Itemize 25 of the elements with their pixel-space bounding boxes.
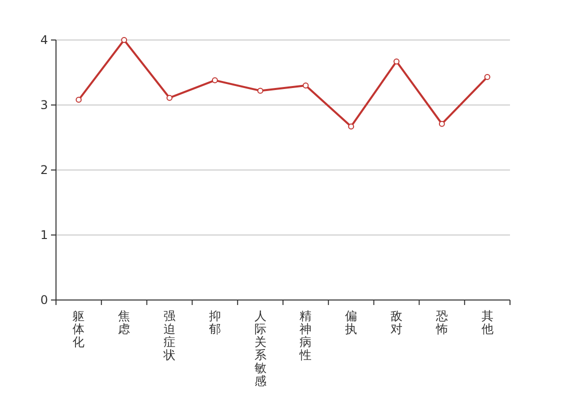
x-tick-label: 抑郁 bbox=[208, 309, 221, 336]
x-tick-label: 偏执 bbox=[345, 309, 358, 336]
point bbox=[438, 120, 445, 127]
y-tick-label: 4 bbox=[40, 33, 48, 47]
point bbox=[212, 77, 218, 84]
point bbox=[394, 58, 400, 64]
point bbox=[257, 88, 264, 94]
x-tick-label: 其他 bbox=[481, 309, 494, 336]
x-tick-label: 精神病性 bbox=[298, 309, 312, 362]
point bbox=[166, 94, 172, 101]
x-tick-label: 恐怖 bbox=[434, 309, 448, 336]
point bbox=[484, 74, 490, 80]
point bbox=[121, 37, 128, 43]
x-tick-label: 躯体化 bbox=[72, 309, 85, 349]
point bbox=[76, 96, 82, 103]
x-tick-label: 敌对 bbox=[390, 309, 402, 336]
point bbox=[348, 123, 354, 130]
x-tick-label: 强迫症状 bbox=[162, 309, 176, 362]
y-tick-label: 2 bbox=[40, 163, 48, 177]
y-tick-label: 0 bbox=[40, 293, 48, 307]
x-tick-label: 焦虑 bbox=[118, 309, 130, 336]
y-tick-label: 1 bbox=[40, 228, 48, 242]
y-tick-label: 3 bbox=[40, 98, 48, 112]
x-tick-label: 人际关系敏感 bbox=[254, 309, 266, 388]
point bbox=[302, 82, 309, 88]
